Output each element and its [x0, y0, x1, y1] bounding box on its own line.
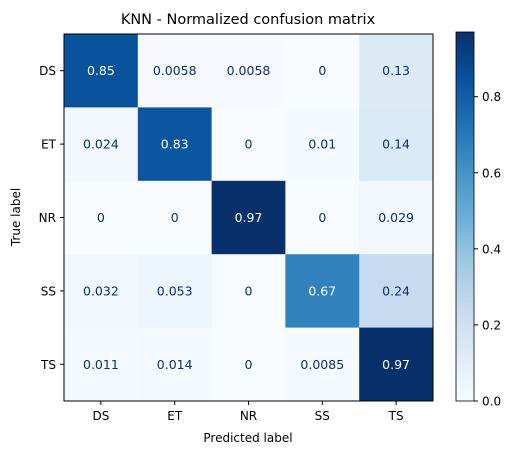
- cell-value-label: 0.67: [308, 283, 336, 298]
- colorbar-tick-label: 0.8: [482, 90, 501, 104]
- cell-value-label: 0.011: [83, 357, 119, 372]
- y-tick-label: ET: [41, 138, 57, 152]
- x-tick-label: ET: [167, 409, 183, 423]
- x-axis-label: Predicted label: [203, 431, 292, 445]
- x-axis-ticks: DS ET NR SS TS: [92, 401, 404, 423]
- y-tick-label: DS: [39, 64, 56, 78]
- colorbar-tick-label: 0.2: [482, 318, 501, 332]
- cell-value-label: 0.14: [382, 137, 410, 152]
- cell-value-label: 0.029: [378, 210, 414, 225]
- heatmap-cell: [359, 327, 434, 402]
- x-tick-label: NR: [240, 409, 257, 423]
- heatmap-cell: [359, 34, 434, 108]
- heatmap-cell: [211, 34, 286, 108]
- y-axis-ticks: DS ET NR SS TS: [39, 64, 64, 372]
- cell-value-label: 0: [245, 137, 253, 152]
- cell-value-label: 0.85: [87, 63, 115, 78]
- heatmap-cells: [64, 34, 434, 402]
- cell-value-label: 0: [318, 210, 326, 225]
- heatmap-cell: [285, 34, 360, 108]
- heatmap-cell: [285, 254, 360, 329]
- heatmap-cell: [359, 107, 434, 182]
- heatmap-cell: [211, 180, 286, 255]
- heatmap-cell: [211, 107, 286, 182]
- cell-value-label: 0: [245, 357, 253, 372]
- cell-value-label: 0.24: [382, 283, 410, 298]
- cell-value-label: 0: [245, 283, 253, 298]
- heatmap-cell: [64, 34, 139, 108]
- x-tick-label: TS: [388, 409, 404, 423]
- cell-value-label: 0.014: [157, 357, 193, 372]
- heatmap-cell: [211, 327, 286, 402]
- colorbar: [455, 31, 475, 402]
- colorbar-tick-label: 0.4: [482, 242, 501, 256]
- cell-value-label: 0: [318, 63, 326, 78]
- cell-value-label: 0.053: [157, 283, 193, 298]
- heatmap-cell: [64, 254, 139, 329]
- y-axis-label: True label: [9, 188, 23, 247]
- x-tick-label: SS: [315, 409, 330, 423]
- heatmap-cell: [64, 180, 139, 255]
- heatmap-cell: [285, 327, 360, 402]
- cell-value-label: 0.0058: [227, 63, 271, 78]
- heatmap-cell: [211, 254, 286, 329]
- cell-value-label: 0.97: [235, 210, 263, 225]
- cell-value-label: 0.0085: [300, 357, 344, 372]
- heatmap-cell: [64, 107, 139, 182]
- heatmap-cell: [285, 180, 360, 255]
- cell-value-label: 0: [97, 210, 105, 225]
- heatmap-cell: [64, 327, 139, 402]
- cell-value-label: 0.97: [382, 357, 410, 372]
- heatmap-cell: [137, 180, 213, 255]
- colorbar-ticks: 0.0 0.2 0.4 0.6 0.8: [474, 90, 501, 409]
- heatmap-cell-labels: 0.85 0.0058 0.0058 0 0.13 0.024 0.83 0 0.01 0.14 0…: [83, 63, 414, 372]
- y-tick-label: SS: [41, 284, 56, 298]
- cell-value-label: 0.01: [308, 137, 336, 152]
- heatmap-cell: [359, 180, 434, 255]
- cell-value-label: 0.83: [161, 137, 189, 152]
- heatmap-cell: [137, 107, 213, 182]
- y-tick-label: NR: [39, 211, 56, 225]
- x-tick-label: DS: [92, 409, 109, 423]
- heatmap-cell: [137, 327, 213, 402]
- cell-value-label: 0.024: [83, 137, 119, 152]
- cell-value-label: 0.13: [382, 63, 410, 78]
- colorbar-tick-label: 0.0: [482, 395, 501, 409]
- cell-value-label: 0.032: [83, 283, 119, 298]
- colorbar-tick-label: 0.6: [482, 166, 501, 180]
- heatmap-cell: [137, 254, 213, 329]
- heatmap-cell: [285, 107, 360, 182]
- heatmap-cell: [137, 34, 213, 108]
- y-tick-label: TS: [40, 358, 56, 372]
- cell-value-label: 0.0058: [153, 63, 197, 78]
- chart-title: KNN - Normalized confusion matrix: [121, 12, 376, 28]
- heatmap-cell: [359, 254, 434, 329]
- cell-value-label: 0: [171, 210, 179, 225]
